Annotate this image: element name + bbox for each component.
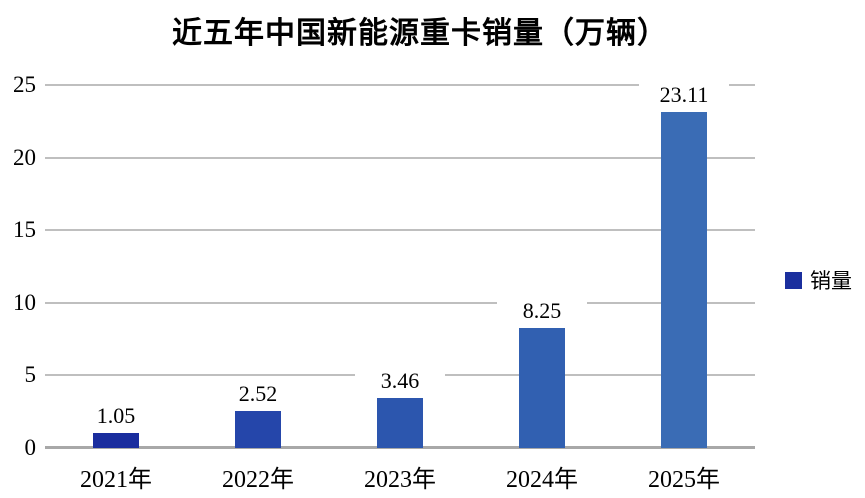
y-axis-tick-25: 25 (13, 72, 36, 97)
gridline-y-15 (45, 229, 755, 232)
legend: 销量 (785, 265, 852, 295)
bar-2022年 (235, 411, 281, 448)
bar-2024年 (519, 328, 565, 448)
value-label-2022年: 2.52 (213, 381, 303, 408)
x-axis-tick-2021年: 2021年 (80, 467, 152, 493)
gridline-y-10 (45, 301, 755, 304)
x-axis-tick-2025年: 2025年 (648, 467, 720, 493)
value-label-2024年: 8.25 (497, 298, 587, 325)
bar-2023年 (377, 397, 423, 448)
y-axis-tick-10: 10 (13, 289, 36, 315)
gridline-y-25 (45, 84, 755, 86)
bar-2021年 (93, 432, 139, 448)
value-label-2021年: 1.05 (71, 402, 161, 429)
y-axis-tick-15: 15 (13, 217, 36, 243)
y-axis-tick-5: 5 (24, 362, 37, 388)
chart-title: 近五年中国新能源重卡销量（万辆） (172, 17, 668, 50)
plot-area: 0 5 10 15 20 25 1.05 2021年 2.52 2022年 3.46 2023年 8.2… (13, 72, 755, 493)
gridline-y-20 (45, 156, 755, 159)
x-axis-tick-2023年: 2023年 (364, 467, 436, 493)
bar-2025年 (661, 112, 707, 448)
legend-label: 销量 (810, 270, 852, 293)
x-axis-tick-2022年: 2022年 (222, 467, 294, 493)
y-axis-tick-0: 0 (24, 435, 37, 460)
y-axis-tick-20: 20 (13, 144, 36, 170)
legend-swatch-icon (785, 271, 802, 289)
value-label-2023年: 3.46 (355, 367, 445, 394)
value-label-2025年: 23.11 (639, 82, 729, 109)
x-axis-tick-2024年: 2024年 (506, 467, 578, 493)
